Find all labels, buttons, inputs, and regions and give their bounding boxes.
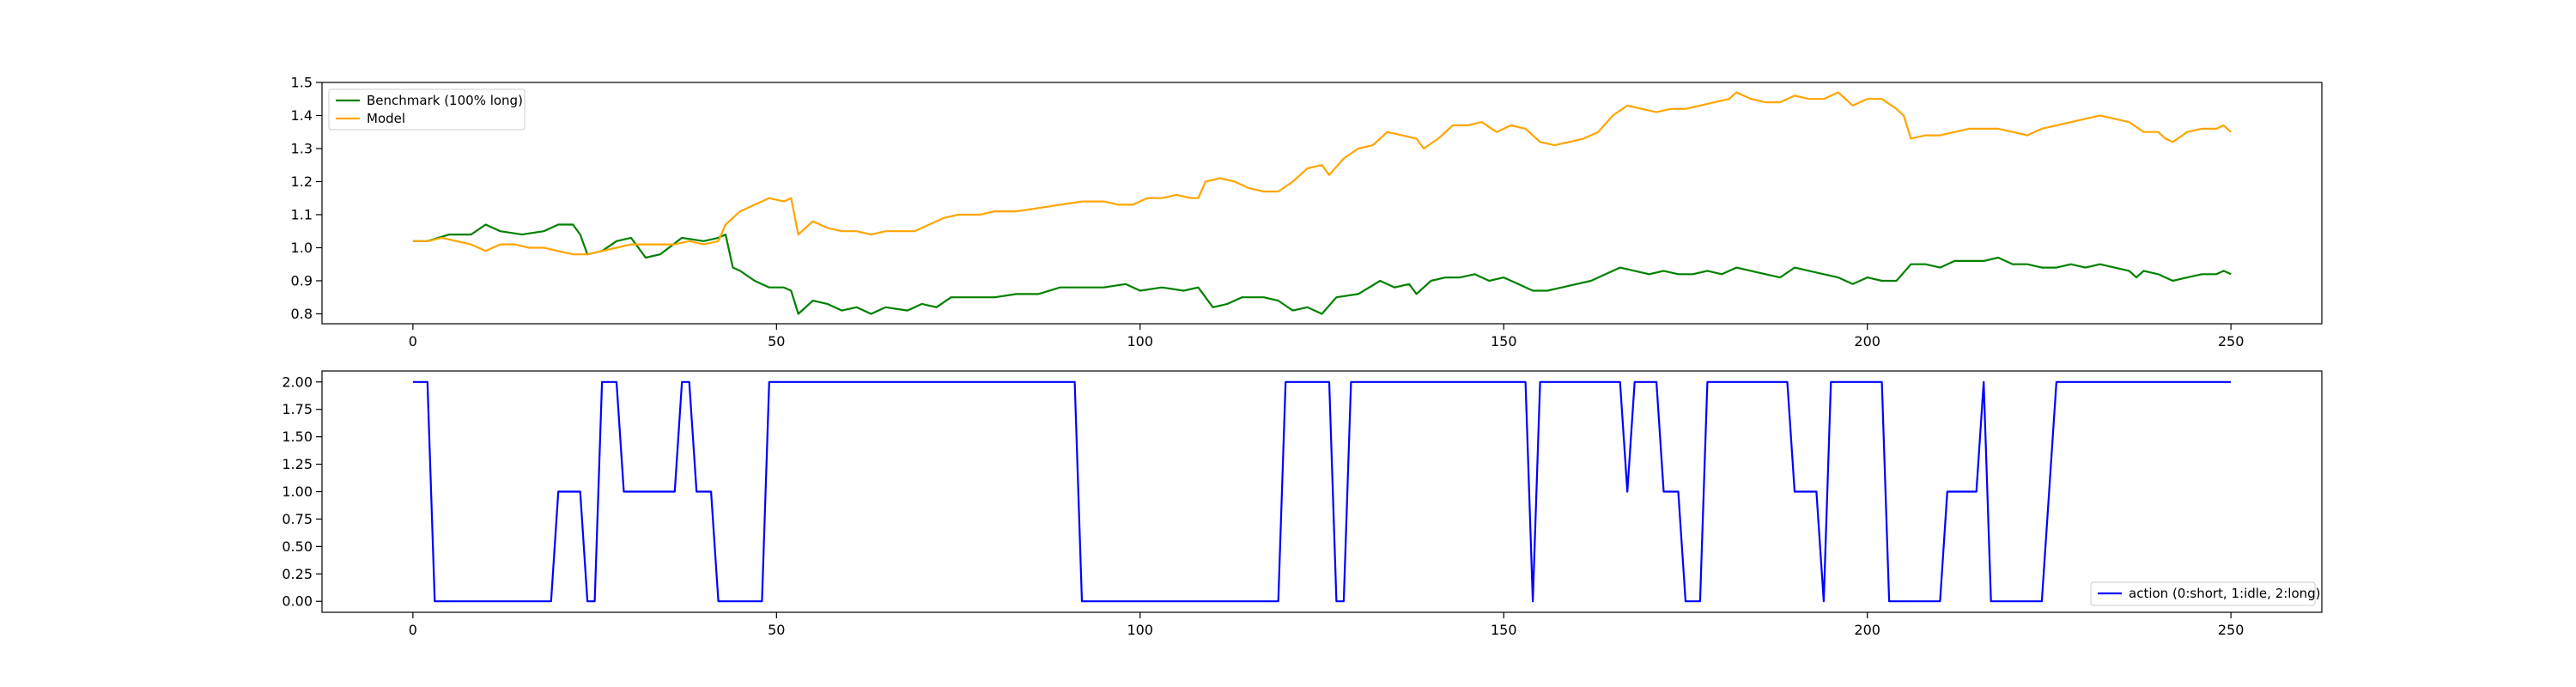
legend: Benchmark (100% long) Model: [328, 88, 526, 131]
y-tick-label: 1.1: [291, 206, 313, 222]
series-line-action: [412, 380, 2232, 603]
y-tick-label: 2.00: [282, 374, 313, 390]
x-tick-label: 0: [409, 622, 417, 638]
x-tick-label: 150: [1491, 333, 1517, 350]
action-chart: 0 50 100 150 200 250 0.00 0.25 0.50 0.75 1.00 1.25 1…: [282, 370, 2323, 638]
returns-chart: 0 50 100 150 200 250 0.8 0.9 1.0 1.1 1.2 1.3 1.4 1.5 B…: [291, 75, 2323, 350]
plot-frame: [321, 82, 2323, 325]
y-tick-label: 0.8: [291, 306, 313, 322]
x-tick-label: 50: [768, 333, 785, 350]
series-line-benchmark: [412, 223, 2232, 315]
x-tick-label: 100: [1127, 622, 1153, 638]
y-tick-label: 0.9: [291, 272, 313, 289]
y-tick-label: 1.25: [282, 456, 313, 472]
y-tick-label: 0.75: [282, 511, 313, 527]
x-tick-label: 150: [1491, 622, 1517, 638]
x-tick-label: 100: [1127, 333, 1153, 350]
y-tick-label: 0.50: [282, 538, 313, 555]
legend-label: Benchmark (100% long): [367, 93, 523, 108]
y-tick-label: 1.00: [282, 483, 313, 500]
series-line-model: [412, 91, 2232, 256]
y-tick-label: 0.00: [282, 593, 313, 610]
y-tick-label: 1.50: [282, 429, 313, 445]
x-tick-label: 0: [409, 333, 417, 350]
plot-frame: [321, 370, 2323, 613]
x-tick-label: 200: [1854, 622, 1880, 638]
x-tick-label: 250: [2218, 333, 2245, 350]
x-tick-label: 50: [768, 622, 785, 638]
y-tick-label: 1.4: [291, 107, 313, 124]
x-tick-label: 200: [1854, 333, 1880, 350]
legend-box: [2090, 581, 2316, 606]
y-tick-label: 1.75: [282, 401, 313, 417]
x-tick-label: 250: [2218, 622, 2245, 638]
legend-box: [328, 88, 526, 131]
y-tick-label: 1.5: [291, 75, 313, 91]
y-tick-label: 1.2: [291, 173, 313, 190]
y-tick-label: 1.3: [291, 140, 313, 156]
legend-label: Model: [367, 111, 405, 126]
y-tick-label: 1.0: [291, 240, 313, 256]
legend: action (0:short, 1:idle, 2:long): [2090, 581, 2321, 606]
legend-label: action (0:short, 1:idle, 2:long): [2129, 586, 2321, 601]
y-tick-label: 0.25: [282, 566, 313, 582]
